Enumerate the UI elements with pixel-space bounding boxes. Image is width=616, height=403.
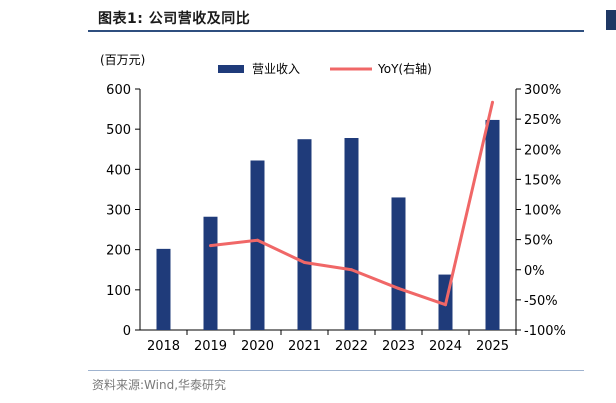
right-tick-label: -50% [524, 294, 558, 309]
x-axis-labels: 2018 2019 2020 2021 2022 2023 2024 2025 [147, 339, 509, 354]
source-note: 资料来源:Wind,华泰研究 [92, 378, 227, 392]
x-tick-label: 2022 [335, 339, 368, 354]
yoy-point [397, 286, 400, 290]
left-tick-label: 500 [106, 123, 131, 138]
corner-block [606, 10, 616, 30]
yoy-point [303, 261, 306, 265]
title-divider [88, 30, 584, 32]
right-tick-label: 150% [524, 173, 561, 188]
bar [391, 197, 406, 330]
line-series [209, 100, 494, 307]
bar [485, 119, 500, 330]
left-tick-label: 400 [106, 163, 131, 178]
left-tick-label: 100 [106, 284, 131, 299]
x-tick-label: 2024 [429, 339, 462, 354]
left-tick-label: 600 [106, 83, 131, 98]
left-tick-label: 300 [106, 204, 131, 219]
right-tick-label: 200% [524, 143, 561, 158]
bar [250, 160, 265, 330]
left-tick-label: 0 [123, 324, 131, 339]
left-tick-label: 200 [106, 244, 131, 259]
bar [344, 138, 359, 330]
bar [203, 216, 218, 330]
yoy-point [491, 100, 494, 104]
right-tick-label: 300% [524, 83, 561, 98]
right-tick-label: 50% [524, 234, 553, 249]
right-tick-label: 250% [524, 113, 561, 128]
legend-bar-label: 营业收入 [252, 62, 300, 76]
x-tick-label: 2025 [476, 339, 509, 354]
right-tick-label: -100% [524, 324, 566, 339]
x-tick-label: 2020 [241, 339, 274, 354]
axes: 0 100 200 300 400 500 600 -100% -50% 0% 50% 100% 150… [106, 83, 566, 339]
x-tick-label: 2023 [382, 339, 415, 354]
yoy-point [256, 238, 259, 242]
y-axis-unit-label: (百万元) [100, 53, 145, 67]
x-tick-label: 2019 [194, 339, 227, 354]
x-tick-label: 2021 [288, 339, 321, 354]
right-tick-label: 100% [524, 204, 561, 219]
yoy-point [444, 303, 447, 307]
source-divider [88, 370, 584, 371]
legend: 营业收入 YoY(右轴) [218, 61, 432, 76]
bar [297, 139, 312, 330]
legend-bar-swatch [218, 65, 244, 73]
yoy-point [209, 244, 212, 248]
bar [156, 248, 171, 330]
x-tick-label: 2018 [147, 339, 180, 354]
right-tick-label: 0% [524, 264, 545, 279]
bar-series [156, 119, 500, 330]
page-title: 图表1: 公司营收及同比 [98, 11, 251, 27]
legend-line-label: YoY(右轴) [377, 61, 432, 76]
yoy-point [350, 268, 353, 272]
